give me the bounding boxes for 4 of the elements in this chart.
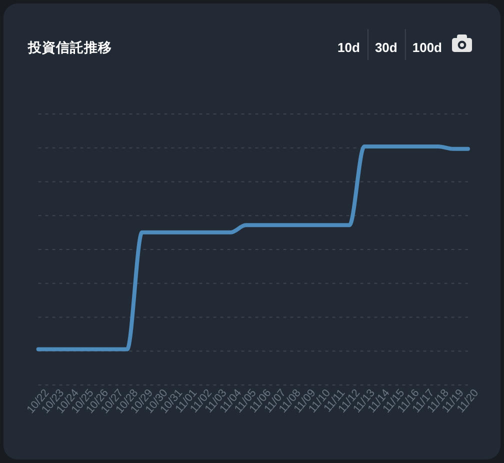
text: 10d (338, 40, 360, 55)
text: 100d (412, 40, 442, 55)
chart-title: 投資信託推移 (27, 40, 112, 55)
text: 30d (374, 40, 398, 55)
